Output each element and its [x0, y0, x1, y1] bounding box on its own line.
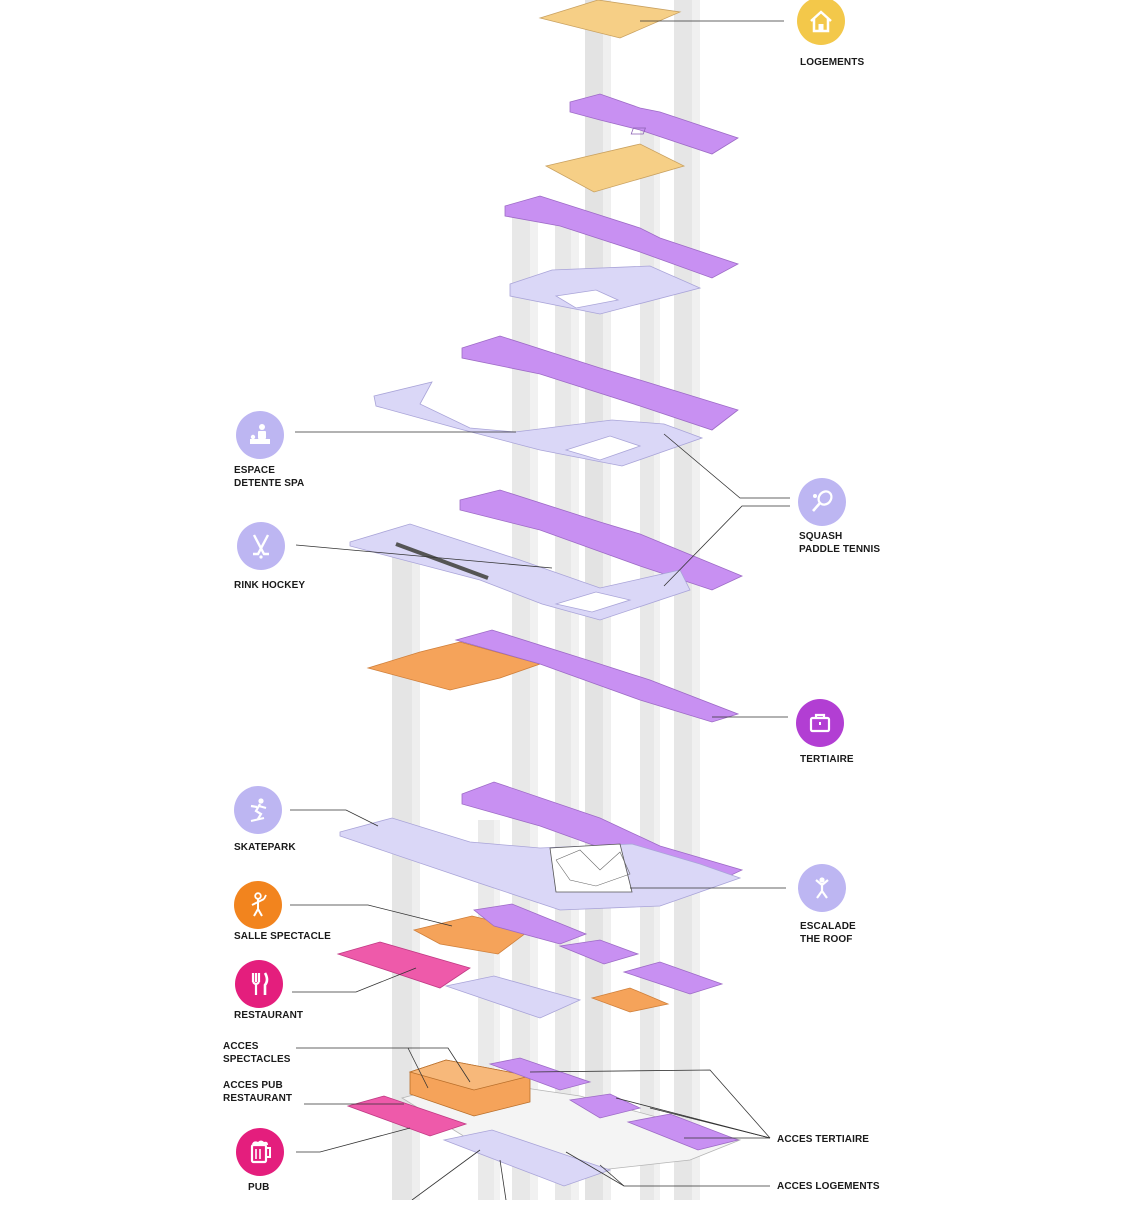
sport-plate	[444, 975, 582, 1019]
core-shaft	[555, 210, 571, 1200]
core-opening	[630, 127, 646, 135]
label-acces-spectacles: ACCES SPECTACLES	[223, 1041, 291, 1065]
performer-icon	[251, 892, 267, 917]
label-rink: RINK HOCKEY	[234, 580, 306, 591]
tertiaire-plate	[461, 335, 739, 431]
leader-line	[599, 1164, 625, 1187]
tertiaire-plate	[558, 939, 640, 965]
label-acces-tertiaire: ACCES TERTIAIRE	[777, 1134, 870, 1145]
skatepark-plate	[339, 817, 742, 911]
plate-opening	[564, 435, 642, 461]
leader-line	[663, 433, 790, 499]
leader-line	[411, 1149, 481, 1201]
tertiaire-plate	[454, 629, 740, 723]
restaurant-plate	[336, 941, 471, 989]
tertiaire-plate	[626, 1113, 740, 1151]
label-logements: LOGEMENTS	[800, 57, 865, 68]
leader-line	[499, 1159, 507, 1201]
leader-line	[663, 505, 790, 587]
escalade-icon-badge	[798, 864, 846, 912]
skater-icon	[250, 798, 267, 822]
beer-mug-icon	[250, 1140, 271, 1164]
label-acces-pub: ACCES PUB RESTAURANT	[223, 1080, 293, 1104]
label-escalade: ESCALADE THE ROOF	[800, 921, 856, 945]
show-plate	[590, 987, 670, 1013]
logements-icon-badge	[797, 0, 845, 45]
briefcase-icon	[809, 713, 831, 733]
tertiaire-icon-badge	[796, 699, 844, 747]
core-shaft	[494, 820, 500, 1200]
leader-line	[292, 967, 417, 993]
rink-board	[395, 542, 489, 580]
massage-icon	[250, 424, 270, 444]
core-shaft	[512, 210, 530, 1200]
logements-plate	[538, 0, 682, 39]
spa-icon-badge	[236, 411, 284, 459]
leader-line	[529, 1069, 771, 1139]
leader-line	[649, 1107, 771, 1139]
hockey-sticks-icon	[252, 534, 270, 559]
racket-icon	[812, 490, 833, 512]
leader-lines	[290, 20, 790, 1201]
rink-icon-badge	[237, 522, 285, 570]
logements-plate	[544, 143, 686, 193]
leader-line	[290, 809, 379, 827]
floor-plates	[336, 0, 744, 1187]
climbing-mesh	[555, 849, 631, 887]
plate-opening	[554, 591, 632, 613]
leader-line	[295, 544, 553, 569]
tertiaire-plate	[569, 93, 739, 155]
spectacle-icon-badge	[234, 881, 282, 929]
fork-knife-icon	[251, 972, 269, 995]
climber-icon	[815, 877, 829, 899]
label-squash: SQUASH PADDLE TENNIS	[799, 531, 881, 555]
core-shaft	[674, 0, 692, 1200]
label-skatepark: SKATEPARK	[234, 842, 296, 853]
tertiaire-plate	[488, 1057, 592, 1091]
core-shaft	[412, 550, 420, 1200]
tertiaire-plate	[473, 903, 588, 945]
core-shaft	[392, 550, 412, 1200]
tertiaire-plate	[459, 489, 743, 591]
plate-opening	[554, 289, 620, 309]
house-icon	[810, 10, 832, 33]
pub-icon-badge	[236, 1128, 284, 1176]
label-acces-logements: ACCES LOGEMENTS	[777, 1181, 880, 1192]
squash-icon-badge	[798, 478, 846, 526]
label-spa: ESPACE DETENTE SPA	[234, 465, 305, 489]
core-shaft	[654, 130, 660, 1200]
sport-plate	[509, 265, 702, 315]
leader-line	[290, 904, 453, 927]
leader-line	[296, 1127, 411, 1153]
pub-plate	[346, 1095, 468, 1137]
leader-line	[407, 1047, 429, 1089]
core-shaft	[530, 210, 538, 1200]
label-pub: PUB	[248, 1182, 270, 1193]
tertiaire-plate	[622, 961, 724, 995]
skatepark-icon-badge	[234, 786, 282, 834]
core-shaft	[571, 210, 579, 1200]
tertiaire-plate	[504, 195, 740, 279]
label-tertiaire: TERTIAIRE	[800, 754, 854, 765]
label-restaurant: RESTAURANT	[234, 1010, 304, 1021]
label-spectacle: SALLE SPECTACLE	[234, 931, 331, 942]
core-shaft	[692, 0, 700, 1200]
leader-line	[296, 1047, 471, 1083]
restaurant-icon-badge	[235, 960, 283, 1008]
sport-plate	[442, 1129, 612, 1187]
